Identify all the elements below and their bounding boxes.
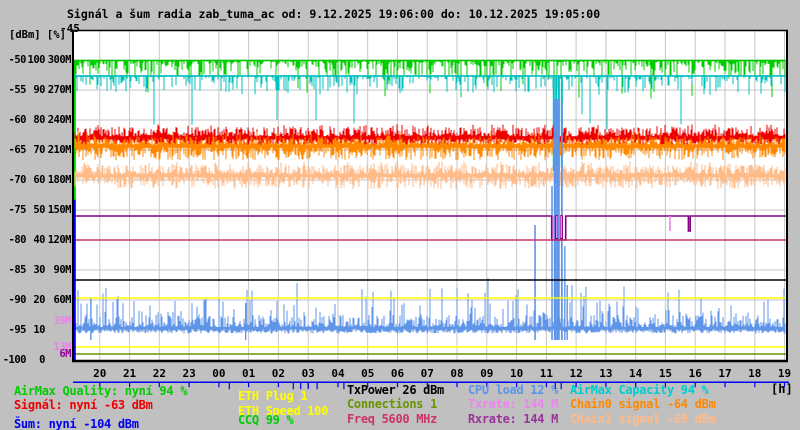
x-axis-unit-label: [h]	[771, 382, 793, 396]
x-axis-hour-label: 19	[777, 367, 792, 380]
y-axis-tick-label: 30	[33, 264, 45, 276]
y-axis-row: -50 100 300M	[0, 54, 72, 66]
y-axis-tick-label: 150M	[47, 204, 72, 216]
plot-area	[74, 31, 786, 360]
legend-txpower: TxPower 26 dBm	[347, 383, 444, 397]
legend-signal: Signál: nyní -63 dBm	[14, 398, 153, 412]
x-axis-hour-label: 18	[748, 367, 762, 380]
y-axis-row: -55 90 270M	[0, 84, 72, 96]
y-axis-tick-label: 0	[39, 354, 45, 366]
y-axis-tick-label: 40	[33, 234, 45, 246]
y-axis-unit-label: [dBm] [%]	[9, 29, 66, 41]
y-axis-tick-label: 90	[33, 84, 45, 96]
y-axis-tick-label: 80	[33, 114, 45, 126]
x-axis-hour-label: 04	[331, 367, 345, 380]
legend-noise: Šum: nyní -104 dBm	[14, 417, 139, 430]
y-axis-row: -95 10	[0, 324, 71, 336]
x-axis-hour-label: 03	[301, 367, 315, 380]
x-axis-hour-label: 22	[152, 367, 166, 380]
y-axis-row: -75 50 150M	[0, 204, 72, 216]
y-axis-tick-label: -80	[8, 234, 27, 246]
y-axis-row: -100 0	[0, 354, 71, 366]
chart-title: Signál a šum radia zab_tuma_ac od: 9.12.…	[67, 7, 601, 21]
y-axis-tick-label: 10	[33, 324, 45, 336]
y-axis-row: -80 40 120M	[0, 234, 72, 246]
x-axis-hour-label: 21	[122, 367, 137, 380]
y-axis-row: -65 70 210M	[0, 144, 72, 156]
legend-eth-speed: ETH Speed 100	[238, 404, 329, 418]
y-axis-tick-label: -70	[8, 174, 27, 186]
x-axis-hour-label: 02	[271, 367, 286, 380]
y-axis-tick-label: 300M	[47, 54, 72, 66]
x-axis-hour-label: 07	[420, 367, 434, 380]
y-axis-tick-label: -90	[8, 294, 27, 306]
legend-chain0: Chain0 signal -64 dBm	[570, 397, 716, 411]
legend-rxrate: Rxrate: 144 M	[468, 412, 559, 426]
y-axis-tick-label: 120M	[47, 234, 72, 246]
x-axis-hour-label: 08	[450, 367, 464, 380]
y-axis-row: -85 30 90M	[0, 264, 72, 276]
x-axis-hour-label: 06	[390, 367, 405, 380]
legend-airmax-capacity: AirMax Capacity 94 %	[570, 383, 709, 397]
y-axis-tick-label: 210M	[47, 144, 72, 156]
legend-freq: Freq 5600 MHz	[347, 412, 438, 426]
x-axis-hour-label: 01	[242, 367, 256, 380]
x-axis-hour-label: 10	[509, 367, 524, 380]
y-axis-tick-label: 100	[27, 54, 46, 66]
legend-eth-plug: ETH Plug 1	[238, 389, 308, 403]
y-axis-tick-label: 240M	[47, 114, 72, 126]
x-axis-hour-label: 05	[361, 367, 375, 380]
x-axis-hour-label: 00	[212, 367, 226, 380]
y-axis-tick-label: 180M	[47, 174, 72, 186]
legend-chain1: Chain1 signal -69 dBm	[570, 412, 716, 426]
x-axis-hour-label: 14	[629, 367, 643, 380]
x-axis-hour-label: 11	[539, 367, 553, 380]
y-axis-tick-label: 20	[33, 294, 45, 306]
x-axis-hour-label: 23	[182, 367, 196, 380]
legend-connections: Connections 1	[347, 397, 438, 411]
x-axis-hour-label: 20	[93, 367, 107, 380]
y-axis-tick-label: -55	[8, 84, 27, 96]
x-axis-hour-label: 16	[688, 367, 702, 380]
y-axis-row: -90 20 60M	[0, 294, 72, 306]
y-axis-tick-label: -100	[2, 354, 27, 366]
legend-ccq: CCQ 99 %	[238, 413, 294, 427]
y-axis-tick-label: 60	[33, 174, 45, 186]
y-axis-tick-label: -95	[8, 324, 27, 336]
y-axis-tick-label: -75	[8, 204, 27, 216]
y-axis-tick-label: 60M	[53, 294, 72, 306]
y-axis-row: -60 80 240M	[0, 114, 72, 126]
x-axis-hour-label: 09	[480, 367, 494, 380]
y-axis-tick-label: 70	[33, 144, 45, 156]
legend-cpu-load: CPU load 12 %	[468, 383, 559, 397]
y-axis-tick-label: -85	[8, 264, 27, 276]
y-axis-tick-label: -50	[8, 54, 27, 66]
rate-marker-label: 13M	[53, 341, 72, 353]
y-axis-tick-label: 50	[33, 204, 45, 216]
legend-txrate: Txrate: 144 M	[468, 397, 559, 411]
y-axis-tick-label: 270M	[47, 84, 72, 96]
y-axis-tick-label: 90M	[53, 264, 72, 276]
rate-marker-label: 6M	[59, 348, 71, 360]
x-axis-hour-label: 13	[599, 367, 613, 380]
rate-marker-label: 39M	[53, 315, 72, 327]
legend-airmax-quality: AirMax Quality: nyní 94 %	[14, 384, 188, 398]
y-axis-row: -70 60 180M	[0, 174, 72, 186]
y-axis-top-label: -45	[60, 22, 80, 35]
y-axis-tick-label: -65	[8, 144, 27, 156]
y-axis-tick-label: -60	[8, 114, 27, 126]
x-axis-hour-label: 12	[569, 367, 583, 380]
x-axis-hour-label: 17	[718, 367, 732, 380]
x-axis-hour-label: 15	[658, 367, 673, 380]
